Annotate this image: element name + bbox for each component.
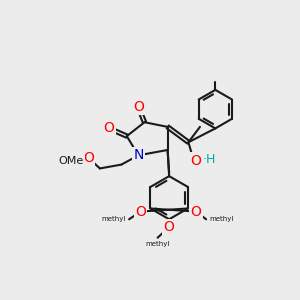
Text: O: O (135, 205, 146, 219)
Text: methyl: methyl (209, 216, 234, 222)
Text: ·H: ·H (203, 153, 216, 166)
Text: O: O (164, 220, 175, 234)
Text: O: O (191, 205, 202, 219)
Text: OMe: OMe (59, 156, 84, 166)
Text: methyl: methyl (102, 216, 126, 222)
Text: O: O (191, 154, 202, 168)
Text: O: O (83, 151, 94, 165)
Text: O: O (133, 100, 144, 114)
Text: N: N (133, 148, 143, 162)
Text: methyl: methyl (146, 241, 170, 247)
Text: O: O (104, 122, 115, 135)
